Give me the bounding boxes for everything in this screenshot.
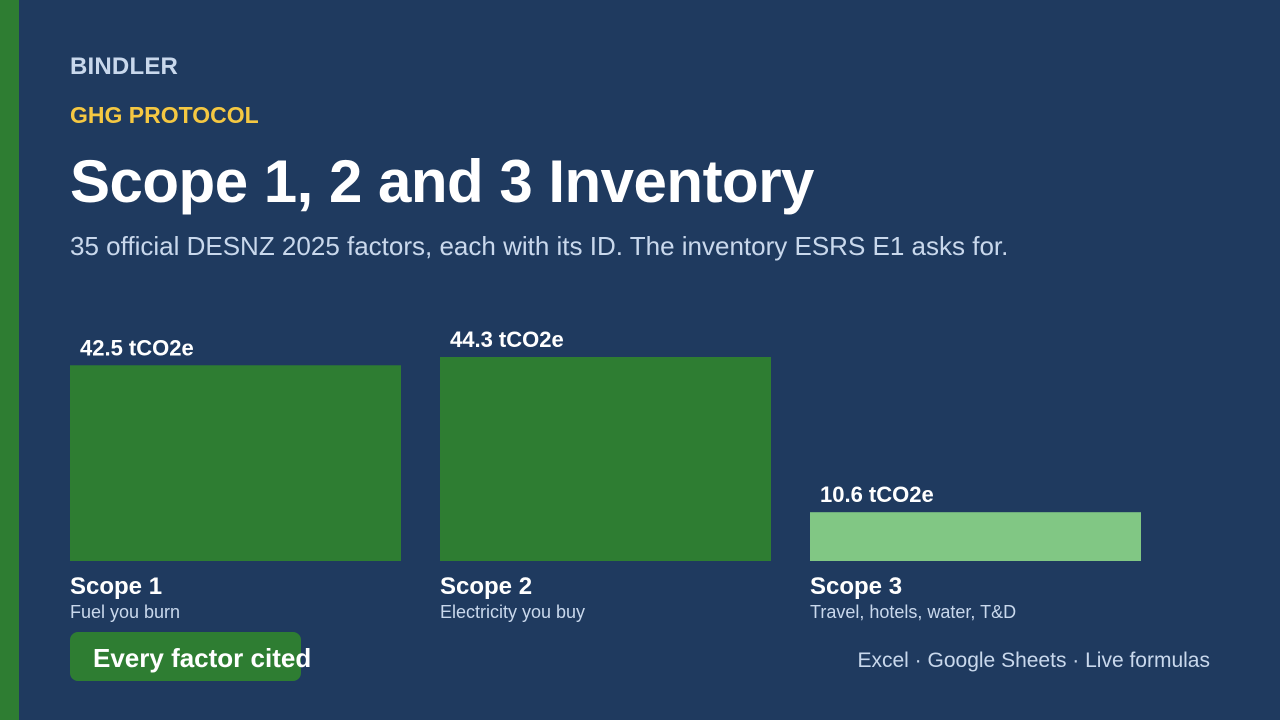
- bar-scope-1: [70, 365, 401, 561]
- cited-badge: [70, 632, 301, 681]
- bar-scope-3: [810, 512, 1141, 561]
- bar-value-label: 10.6 tCO2e: [820, 482, 934, 507]
- category-description: Fuel you burn: [70, 602, 180, 622]
- bar-scope-2: [440, 357, 771, 561]
- category-label: Scope 3: [810, 573, 902, 600]
- eyebrow-label: GHG PROTOCOL: [70, 102, 259, 128]
- category-description: Electricity you buy: [440, 602, 585, 622]
- bar-value-label: 42.5 tCO2e: [80, 335, 194, 360]
- accent-stripe: [0, 0, 19, 720]
- bar-value-label: 44.3 tCO2e: [450, 327, 564, 352]
- brand-name: BINDLER: [70, 53, 179, 80]
- category-label: Scope 2: [440, 573, 532, 600]
- cited-badge-label: Every factor cited: [93, 643, 312, 673]
- category-label: Scope 1: [70, 573, 162, 600]
- page-title: Scope 1, 2 and 3 Inventory: [70, 148, 814, 215]
- category-description: Travel, hotels, water, T&D: [810, 602, 1016, 622]
- page-subtitle: 35 official DESNZ 2025 factors, each wit…: [70, 231, 1009, 261]
- footer-formats: Excel · Google Sheets · Live formulas: [857, 649, 1211, 672]
